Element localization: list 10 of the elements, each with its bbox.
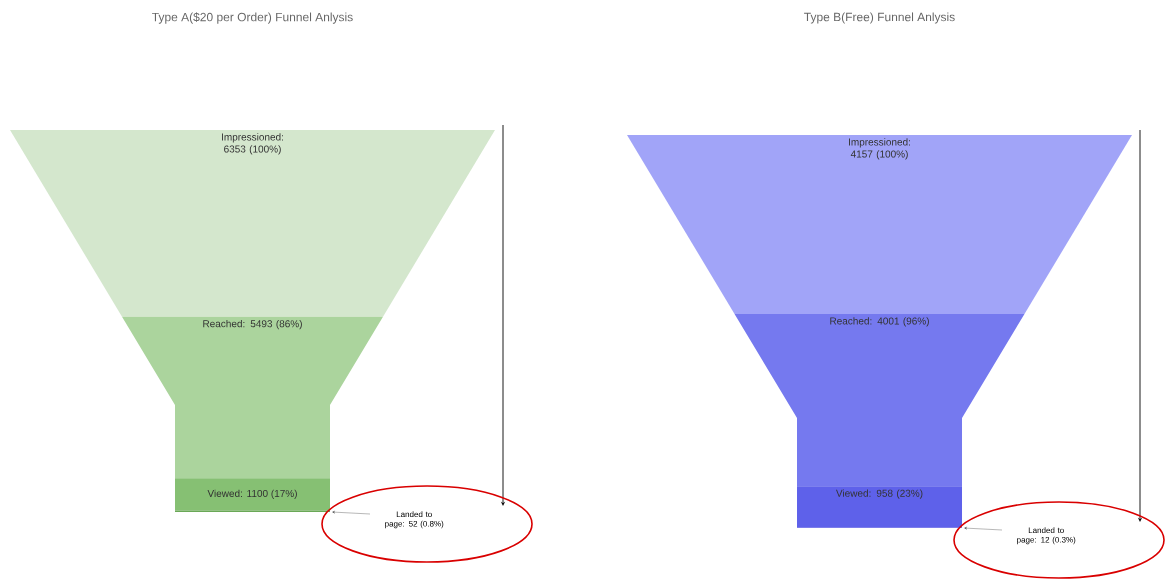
data-label: Impressioned: 4157 (100%) — [849, 138, 910, 160]
text: Type B(Free) Funnel Anlysis — [804, 12, 955, 24]
data-label: Reached: 4001 (96%) — [830, 317, 929, 327]
data-label: Viewed: 958 (23%) — [836, 489, 923, 499]
data-label: Impressioned: 6353 (100%) — [222, 133, 283, 155]
data-label: Viewed: 1100 (17%) — [207, 489, 297, 499]
data-label: Reached: 5493 (86%) — [203, 319, 302, 330]
data-label: Landed to page: 12 (0.3%) — [1017, 527, 1076, 545]
text: Type A($20 per Order) Funnel Anlysis — [152, 12, 353, 24]
data-label: Landed to page: 52 (0.8%) — [385, 511, 444, 529]
